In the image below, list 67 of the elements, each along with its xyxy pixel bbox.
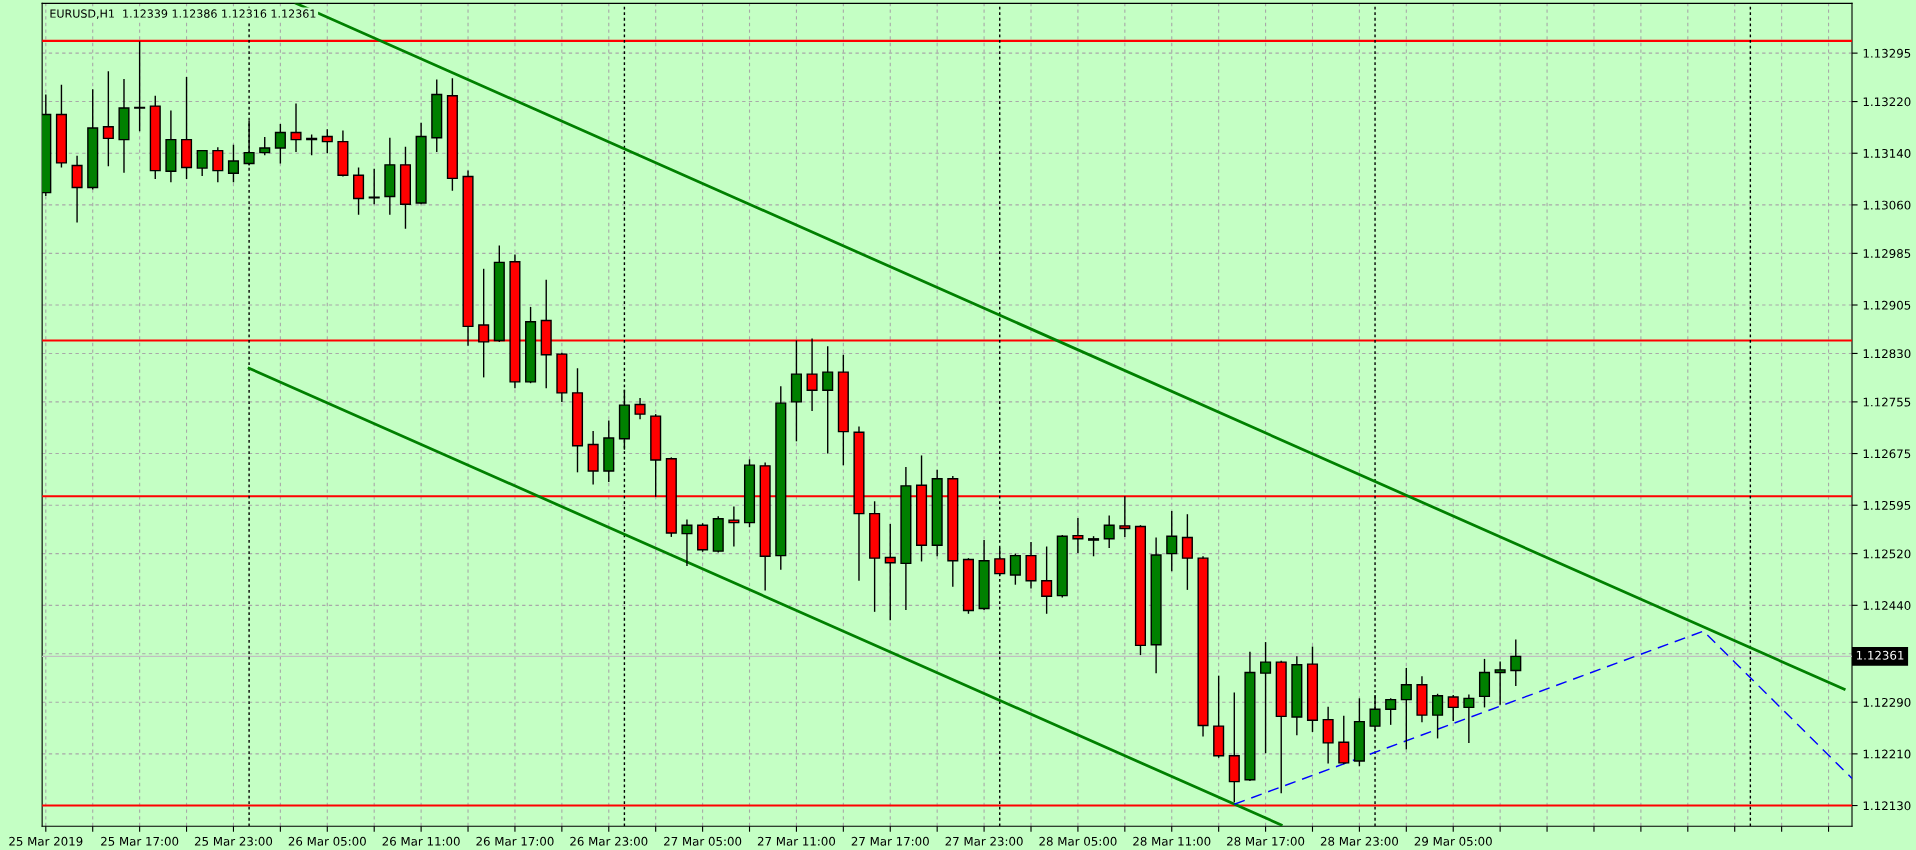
y-tick-label: 1.12905 [1863, 300, 1911, 310]
x-tick-label: 28 Mar 23:00 [1320, 836, 1399, 846]
x-tick-label: 26 Mar 23:00 [570, 836, 648, 846]
y-tick-label: 1.12985 [1863, 249, 1911, 258]
candlestick [1260, 642, 1272, 754]
x-tick-label: 27 Mar 11:00 [757, 836, 836, 846]
ref-line-label: 1.12361 [1856, 650, 1904, 660]
x-tick-label: 27 Mar 17:00 [851, 836, 929, 846]
y-tick-label: 1.12290 [1863, 697, 1911, 707]
candlestick [1463, 694, 1475, 743]
candlestick [71, 155, 83, 223]
candlestick [1338, 715, 1350, 765]
candlestick [1041, 546, 1053, 614]
x-tick-label: 27 Mar 05:00 [664, 836, 742, 846]
y-tick-label: 1.12595 [1863, 500, 1911, 510]
x-tick-label: 27 Mar 23:00 [945, 836, 1023, 846]
y-tick-label: 1.13140 [1863, 148, 1911, 158]
x-tick-label: 26 Mar 11:00 [382, 836, 460, 846]
candlestick [1166, 510, 1178, 572]
y-tick-label: 1.12520 [1863, 549, 1911, 559]
candlestick [728, 506, 740, 547]
y-tick-label: 1.12755 [1863, 397, 1911, 407]
y-tick-label: 1.12675 [1863, 449, 1911, 459]
candlestick [196, 149, 208, 176]
candlestick [1478, 658, 1491, 708]
candlestick [822, 346, 834, 454]
y-tick-label: 1.12210 [1863, 749, 1911, 759]
candlestick [1494, 661, 1506, 705]
candlestick [884, 523, 896, 621]
x-tick-label: 25 Mar 2019 [9, 836, 83, 846]
y-tick-label: 1.13060 [1863, 200, 1911, 210]
y-tick-label: 1.13220 [1863, 97, 1911, 107]
candlestick [1088, 536, 1100, 557]
candlestick [102, 71, 114, 167]
candlestick [134, 41, 146, 132]
candlestick [274, 124, 286, 164]
candlestick [1432, 693, 1444, 739]
y-tick-label: 1.13295 [1863, 48, 1911, 58]
candlestick [321, 129, 333, 154]
x-tick-label: 25 Mar 17:00 [101, 836, 179, 846]
candlestick [353, 167, 365, 215]
x-tick-label: 28 Mar 17:00 [1227, 836, 1305, 846]
candlestick [1009, 553, 1021, 585]
candlestick [1072, 518, 1084, 554]
y-tick-label: 1.12130 [1863, 801, 1911, 811]
x-tick-label: 28 Mar 05:00 [1039, 836, 1117, 846]
candlestick [1103, 515, 1115, 548]
candlestick [681, 519, 693, 566]
x-tick-label: 28 Mar 11:00 [1133, 836, 1211, 846]
candlestick [1447, 695, 1459, 721]
x-tick-label: 25 Mar 23:00 [194, 836, 273, 846]
candlestick [634, 397, 646, 420]
candlestick [212, 147, 224, 183]
x-tick-label: 29 Mar 05:00 [1414, 836, 1492, 846]
candlestick [1510, 639, 1522, 687]
candlestick [1385, 698, 1397, 725]
candlestick [1322, 706, 1334, 764]
candlestick [368, 168, 380, 205]
candlestick [1181, 514, 1193, 590]
x-tick-label: 26 Mar 17:00 [476, 836, 554, 846]
y-tick-label: 1.12830 [1863, 349, 1911, 359]
y-tick-label: 1.12440 [1863, 601, 1911, 610]
candlestick [1400, 667, 1412, 750]
candlestick [227, 144, 240, 183]
x-tick-label: 26 Mar 05:00 [288, 836, 366, 846]
candlestick [290, 103, 302, 152]
chart-title: EURUSD,H1 1.12339 1.12386 1.12316 1.12361 [50, 9, 316, 19]
